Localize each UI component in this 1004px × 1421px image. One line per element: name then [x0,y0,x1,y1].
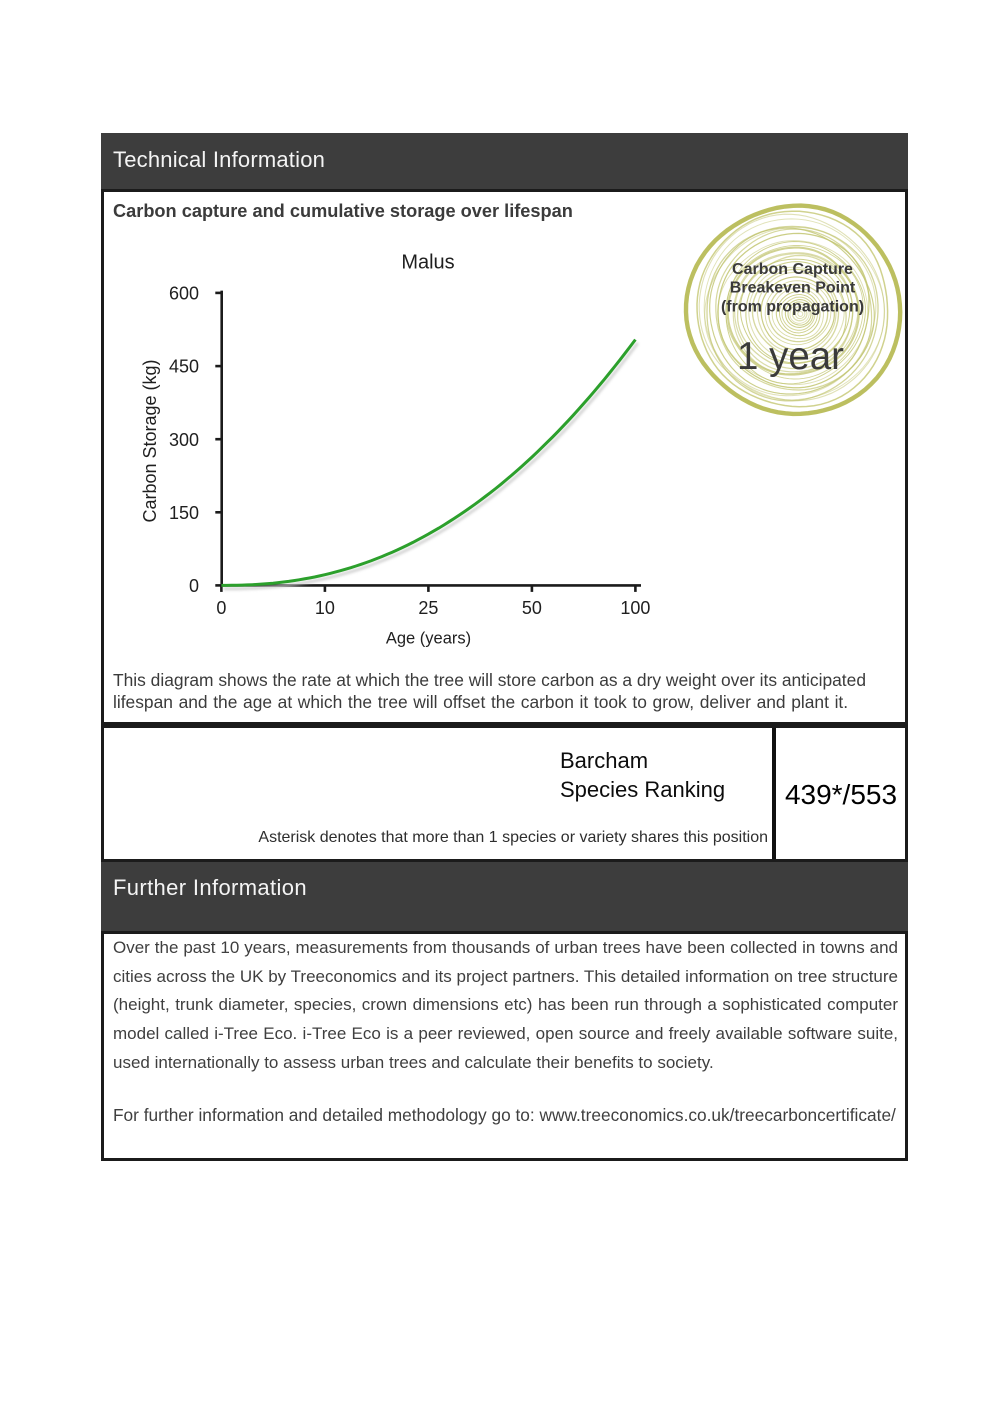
svg-text:Malus: Malus [401,251,454,273]
svg-text:0: 0 [216,598,226,618]
svg-text:Carbon Storage (kg): Carbon Storage (kg) [140,359,160,522]
svg-text:100: 100 [620,598,650,618]
svg-text:25: 25 [418,598,438,618]
svg-text:Breakeven Point: Breakeven Point [730,280,856,297]
svg-text:50: 50 [522,598,542,618]
svg-text:600: 600 [169,284,199,304]
svg-text:Age (years): Age (years) [386,630,471,648]
svg-text:1 year: 1 year [737,335,844,378]
svg-text:450: 450 [169,357,199,377]
svg-text:(from propagation): (from propagation) [721,298,864,315]
svg-text:10: 10 [315,598,335,618]
svg-text:150: 150 [169,503,199,523]
svg-text:300: 300 [169,430,199,450]
svg-text:0: 0 [189,576,199,596]
svg-text:Carbon Capture: Carbon Capture [732,261,853,278]
